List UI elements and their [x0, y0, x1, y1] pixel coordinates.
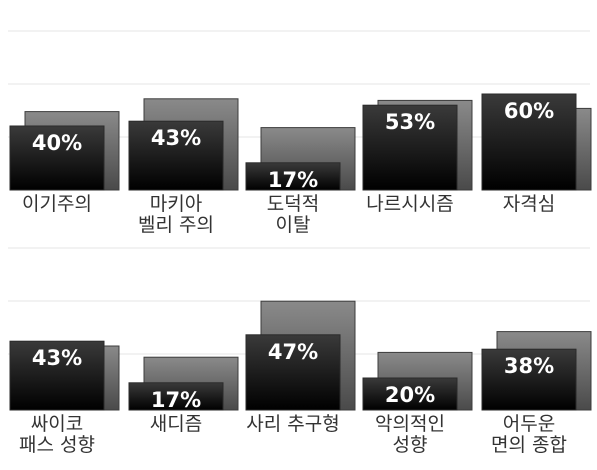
bar-front — [9, 125, 105, 191]
data-label: 38% — [504, 354, 554, 378]
data-label: 43% — [151, 126, 201, 150]
data-label: 20% — [385, 383, 435, 407]
category-label: 마키아 — [150, 193, 202, 215]
category-label: 사리 추구형 — [246, 413, 339, 435]
bar-front — [362, 104, 458, 191]
data-label: 17% — [268, 168, 318, 192]
data-label: 17% — [151, 388, 201, 412]
category-label: 이탈 — [276, 214, 311, 236]
category-label: 어두운 — [503, 413, 555, 435]
category-label: 싸이코 — [31, 413, 83, 435]
category-label: 벨리 주의 — [138, 214, 214, 236]
bar-front — [481, 93, 577, 191]
category-label: 면의 종합 — [491, 434, 567, 456]
bar-front — [245, 334, 341, 411]
category-label: 악의적인 — [375, 413, 445, 435]
category-label: 나르시시즘 — [366, 193, 453, 215]
category-label: 패스 성향 — [19, 434, 95, 456]
category-label: 새디즘 — [150, 413, 202, 435]
bar-front — [481, 348, 577, 411]
bar-front — [9, 340, 105, 411]
bar-front — [245, 162, 341, 191]
bar-front — [362, 377, 458, 411]
category-label: 이기주의 — [22, 193, 92, 215]
category-label: 자격심 — [503, 193, 555, 215]
bar-front — [128, 382, 224, 411]
data-label: 40% — [32, 131, 82, 155]
data-label: 47% — [268, 340, 318, 364]
bar-front — [128, 120, 224, 191]
category-label: 성향 — [393, 434, 428, 456]
data-label: 60% — [504, 99, 554, 123]
category-label: 도덕적 — [267, 193, 319, 215]
data-label: 43% — [32, 346, 82, 370]
data-label: 53% — [385, 110, 435, 134]
